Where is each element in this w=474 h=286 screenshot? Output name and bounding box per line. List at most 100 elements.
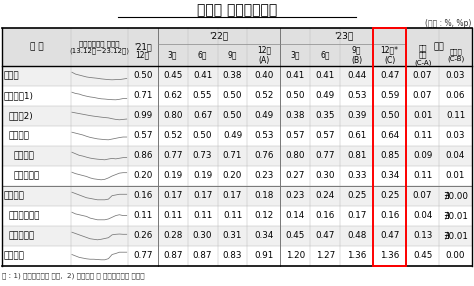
Text: 0.80: 0.80 — [163, 112, 182, 120]
Bar — [373, 28, 406, 266]
Text: ∄0.01: ∄0.01 — [443, 212, 468, 221]
Text: 0.41: 0.41 — [286, 72, 305, 80]
Bar — [2, 66, 472, 86]
Text: 0.01: 0.01 — [446, 172, 465, 180]
Text: 3말: 3말 — [168, 51, 177, 59]
Text: 0.13: 0.13 — [413, 231, 432, 241]
Text: 0.03: 0.03 — [446, 132, 465, 140]
Text: 0.50: 0.50 — [223, 92, 242, 100]
Text: 0.81: 0.81 — [347, 152, 366, 160]
Text: 0.83: 0.83 — [223, 251, 242, 261]
Text: 0.04: 0.04 — [413, 212, 432, 221]
Text: 0.76: 0.76 — [254, 152, 273, 160]
Bar — [2, 226, 472, 246]
Text: 0.50: 0.50 — [286, 92, 305, 100]
Bar — [2, 106, 472, 126]
Text: 0.45: 0.45 — [163, 72, 182, 80]
Text: 0.87: 0.87 — [163, 251, 182, 261]
Text: 0.77: 0.77 — [133, 251, 153, 261]
Text: 0.17: 0.17 — [163, 192, 182, 200]
Text: 0.61: 0.61 — [347, 132, 366, 140]
Text: 0.27: 0.27 — [286, 172, 305, 180]
Text: 0.86: 0.86 — [133, 152, 152, 160]
Text: 0.59: 0.59 — [380, 92, 400, 100]
Text: 대기업2): 대기업2) — [9, 112, 34, 120]
Text: ∄0.00: ∄0.00 — [443, 192, 468, 200]
Text: 0.48: 0.48 — [347, 231, 366, 241]
Text: 총여신: 총여신 — [4, 72, 20, 80]
Text: 9말: 9말 — [228, 51, 237, 59]
Text: 0.47: 0.47 — [316, 231, 335, 241]
Text: (단위 : %, %p): (단위 : %, %p) — [425, 19, 471, 29]
Text: 0.35: 0.35 — [316, 112, 335, 120]
Text: 0.73: 0.73 — [193, 152, 212, 160]
Text: 0.71: 0.71 — [133, 92, 152, 100]
Text: 부실채권비율 시계열
(13.12말~23.12말): 부실채권비율 시계열 (13.12말~23.12말) — [69, 40, 129, 54]
Text: 개인사업자: 개인사업자 — [14, 172, 40, 180]
Text: 0.00: 0.00 — [446, 251, 465, 261]
Text: 12말
(A): 12말 (A) — [257, 45, 271, 65]
Text: 0.99: 0.99 — [133, 112, 152, 120]
Text: 0.87: 0.87 — [193, 251, 212, 261]
Text: 0.11: 0.11 — [413, 172, 432, 180]
Text: 0.26: 0.26 — [133, 231, 152, 241]
Text: 0.11: 0.11 — [133, 212, 152, 221]
Text: 구 분: 구 분 — [29, 43, 43, 51]
Text: 0.41: 0.41 — [316, 72, 335, 80]
Text: 신용대출등: 신용대출등 — [9, 231, 35, 241]
Text: 0.18: 0.18 — [254, 192, 273, 200]
Text: 0.77: 0.77 — [316, 152, 335, 160]
Text: 0.06: 0.06 — [446, 92, 465, 100]
Text: 0.09: 0.09 — [413, 152, 432, 160]
Text: 0.50: 0.50 — [380, 112, 400, 120]
Text: 0.64: 0.64 — [380, 132, 399, 140]
Text: 0.40: 0.40 — [254, 72, 273, 80]
Text: 0.47: 0.47 — [380, 231, 400, 241]
Text: 0.30: 0.30 — [193, 231, 212, 241]
Text: 부문별 부실채권비율: 부문별 부실채권비율 — [197, 3, 277, 17]
Text: 0.03: 0.03 — [446, 72, 465, 80]
Text: 0.12: 0.12 — [255, 212, 273, 221]
Text: 0.38: 0.38 — [286, 112, 305, 120]
Text: 0.62: 0.62 — [163, 92, 182, 100]
Text: 0.49: 0.49 — [316, 92, 335, 100]
Text: 0.52: 0.52 — [254, 92, 273, 100]
Text: 전년
동기
(C-A): 전년 동기 (C-A) — [414, 44, 431, 65]
Text: 0.01: 0.01 — [413, 112, 432, 120]
Text: 0.77: 0.77 — [163, 152, 182, 160]
Text: 0.53: 0.53 — [347, 92, 366, 100]
Text: 6말: 6말 — [320, 51, 330, 59]
Text: 0.16: 0.16 — [133, 192, 152, 200]
Text: 6말: 6말 — [198, 51, 207, 59]
Text: 0.85: 0.85 — [380, 152, 400, 160]
Text: 0.19: 0.19 — [193, 172, 212, 180]
Text: 0.04: 0.04 — [446, 152, 465, 160]
Text: 9말
(B): 9말 (B) — [351, 45, 362, 65]
Text: 0.49: 0.49 — [255, 112, 273, 120]
Text: 0.45: 0.45 — [286, 231, 305, 241]
Text: 0.14: 0.14 — [286, 212, 305, 221]
Text: 0.25: 0.25 — [380, 192, 400, 200]
Text: 0.25: 0.25 — [347, 192, 366, 200]
Text: 0.57: 0.57 — [286, 132, 305, 140]
Bar — [2, 186, 472, 206]
Text: 0.16: 0.16 — [316, 212, 335, 221]
Text: 신용카드: 신용카드 — [4, 251, 25, 261]
Bar — [2, 166, 472, 186]
Text: 0.11: 0.11 — [163, 212, 182, 221]
Text: 주택담보대출: 주택담보대출 — [9, 212, 40, 221]
Text: 0.80: 0.80 — [286, 152, 305, 160]
Text: 0.50: 0.50 — [193, 132, 212, 140]
Text: 0.34: 0.34 — [380, 172, 400, 180]
Text: 0.50: 0.50 — [223, 112, 242, 120]
Text: 0.55: 0.55 — [193, 92, 212, 100]
Text: 0.30: 0.30 — [316, 172, 335, 180]
Text: 1.36: 1.36 — [380, 251, 399, 261]
Text: 가계여신: 가계여신 — [4, 192, 25, 200]
Bar — [2, 146, 472, 166]
Text: 0.11: 0.11 — [223, 212, 242, 221]
Text: 기업여신1): 기업여신1) — [4, 92, 34, 100]
Text: 0.44: 0.44 — [347, 72, 366, 80]
Text: 중소기업: 중소기업 — [9, 132, 30, 140]
Text: '21년: '21년 — [134, 43, 152, 51]
